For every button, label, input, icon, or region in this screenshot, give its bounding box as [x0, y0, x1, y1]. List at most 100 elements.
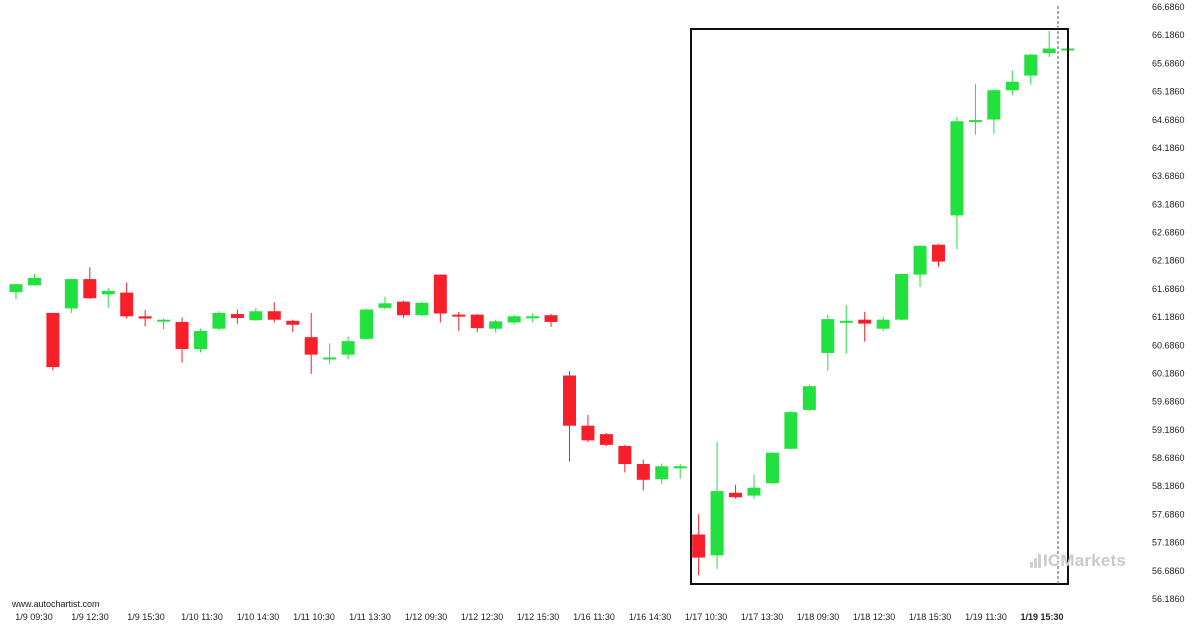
y-tick-label: 58.1860	[1152, 481, 1185, 491]
candle	[599, 433, 613, 446]
candle-body	[175, 321, 189, 350]
candle-body	[120, 292, 134, 317]
candle	[433, 274, 447, 323]
candle	[452, 311, 466, 331]
candle	[710, 442, 724, 569]
site-watermark: www.autochartist.com	[12, 599, 100, 609]
y-tick-label: 65.1860	[1152, 87, 1185, 97]
candle-body	[710, 491, 724, 556]
candle	[175, 317, 189, 363]
candle	[563, 370, 576, 462]
candle-body	[692, 534, 706, 558]
candle	[673, 464, 687, 479]
candle	[618, 444, 632, 473]
candle	[212, 311, 226, 331]
y-tick-label: 63.6860	[1152, 171, 1185, 181]
candle	[9, 284, 23, 300]
x-tick-label: 1/12 12:30	[461, 612, 504, 622]
candle	[802, 384, 816, 412]
x-tick-label: 1/18 15:30	[909, 612, 952, 622]
candle	[1024, 53, 1038, 85]
candle	[507, 314, 521, 325]
candle-body	[950, 121, 964, 216]
candle	[470, 314, 484, 333]
x-tick-label: 1/19 15:30	[1020, 612, 1063, 622]
candle	[747, 474, 761, 499]
candle-body	[249, 311, 263, 321]
candle-body	[83, 279, 97, 299]
candle	[839, 305, 853, 354]
candle-body	[599, 434, 613, 445]
x-tick-label: 1/16 14:30	[629, 612, 672, 622]
candle	[821, 314, 835, 371]
candle-body	[581, 425, 595, 441]
candle	[230, 309, 244, 324]
candle	[581, 414, 595, 443]
candle	[858, 311, 872, 342]
candle-body	[360, 309, 374, 339]
x-tick-label: 1/9 15:30	[127, 612, 165, 622]
x-tick-label: 1/18 09:30	[797, 612, 840, 622]
y-tick-label: 60.6860	[1152, 340, 1185, 350]
x-tick-label: 1/19 11:30	[965, 612, 1007, 622]
candle-body	[27, 277, 41, 286]
candle	[138, 310, 152, 327]
candle	[157, 318, 171, 330]
candle	[895, 273, 909, 321]
candle-body	[194, 330, 207, 350]
y-tick-label: 64.6860	[1152, 115, 1185, 125]
candle	[655, 463, 669, 485]
y-tick-label: 56.6860	[1152, 566, 1185, 576]
candle	[323, 343, 337, 364]
candle-body	[544, 315, 558, 322]
candle	[267, 302, 281, 323]
candle-body	[157, 319, 171, 322]
candle	[396, 300, 410, 318]
candle-body	[507, 316, 521, 323]
y-tick-label: 62.1860	[1152, 256, 1185, 266]
candle-body	[415, 302, 429, 316]
candle-body	[526, 316, 540, 319]
candle-body	[267, 311, 281, 320]
x-tick-label: 1/9 09:30	[15, 612, 53, 622]
candle-body	[323, 357, 337, 360]
y-tick-label: 59.1860	[1152, 425, 1185, 435]
candle-body	[489, 321, 503, 329]
candle-body	[470, 314, 484, 329]
candle	[360, 308, 374, 340]
candle-body	[212, 312, 226, 329]
candle	[526, 313, 540, 322]
candle	[1042, 31, 1056, 57]
candle-body	[452, 314, 466, 317]
candle-body	[46, 312, 60, 368]
candle	[932, 244, 945, 267]
candle	[765, 452, 779, 484]
candle-body	[563, 375, 576, 426]
y-tick-label: 63.1860	[1152, 199, 1185, 209]
y-tick-label: 65.6860	[1152, 58, 1185, 68]
candle-body	[802, 386, 816, 410]
x-tick-label: 1/10 11:30	[181, 612, 223, 622]
candle-body	[784, 412, 798, 449]
candle	[27, 274, 41, 286]
candle-body	[747, 487, 761, 496]
candle	[876, 316, 890, 331]
pattern-highlight-box	[690, 28, 1069, 585]
candle	[83, 267, 97, 299]
x-tick-label: 1/16 11:30	[573, 612, 615, 622]
y-tick-label: 62.6860	[1152, 228, 1185, 238]
candle	[304, 312, 318, 374]
candle	[64, 279, 78, 313]
y-tick-label: 64.1860	[1152, 143, 1185, 153]
candle	[415, 301, 429, 317]
candle	[913, 245, 927, 287]
x-tick-label: 1/17 10:30	[685, 612, 728, 622]
candle-body	[618, 445, 632, 465]
candle-body	[1024, 54, 1038, 76]
candle	[729, 484, 743, 499]
x-tick-label: 1/11 10:30	[293, 612, 335, 622]
x-tick-label: 1/17 13:30	[741, 612, 784, 622]
candle	[636, 459, 650, 491]
candle-body	[138, 316, 152, 319]
candle	[692, 514, 706, 576]
